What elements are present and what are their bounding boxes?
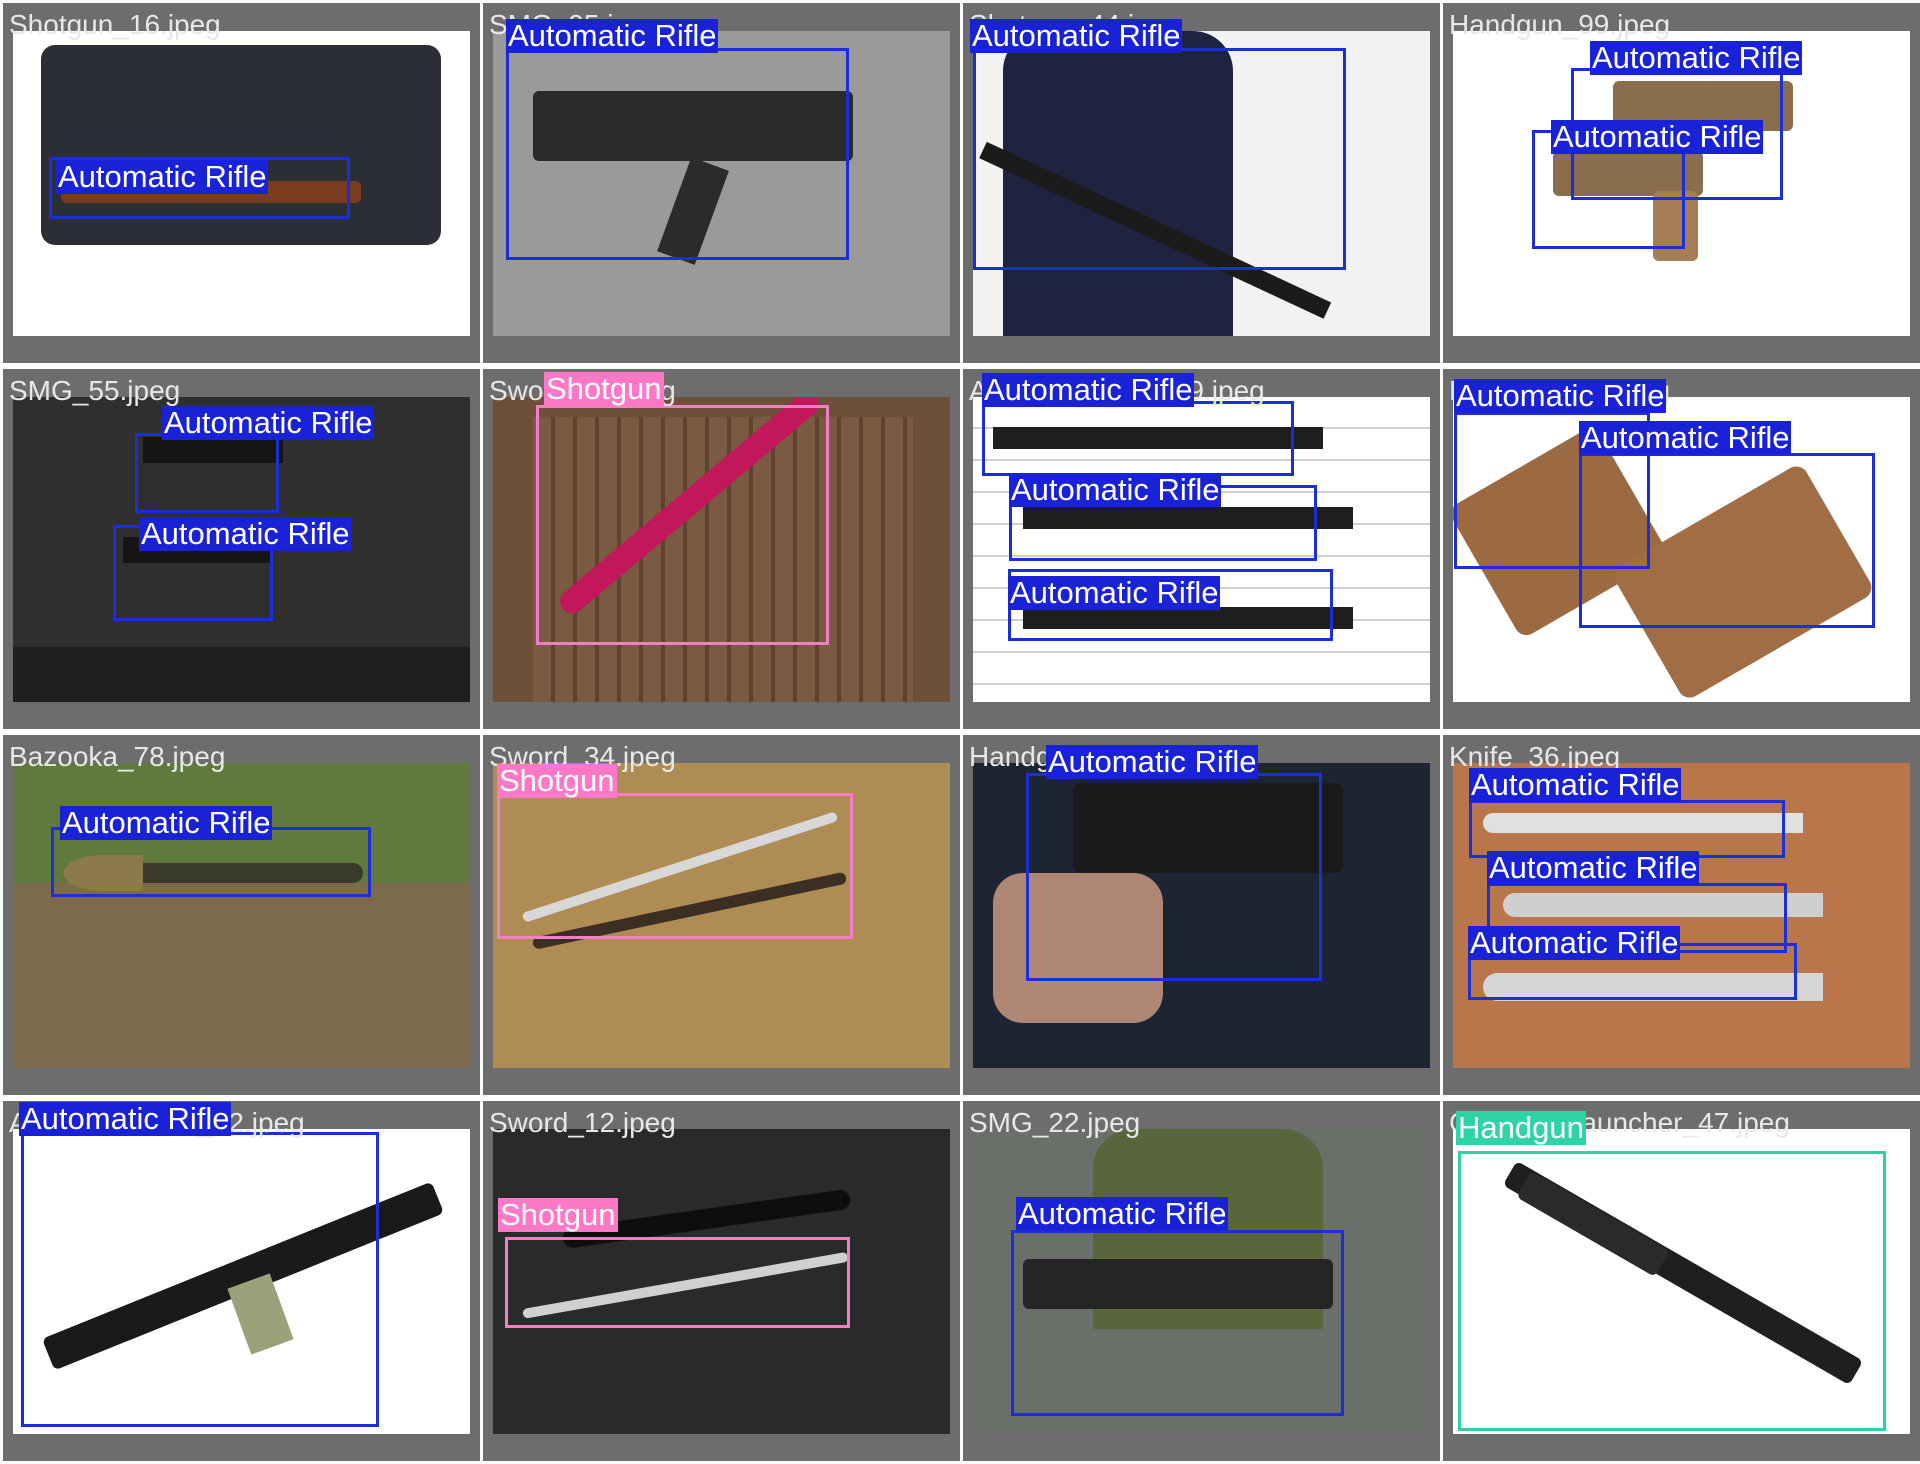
tile-automatic-rifle-42[interactable]: Automatic Rifle_42.jpeg Automatic Rifle xyxy=(3,1101,480,1461)
tile-image xyxy=(13,31,470,336)
bbox-shotgun xyxy=(497,793,853,939)
tile-smg-55[interactable]: SMG_55.jpeg Automatic Rifle Automatic Ri… xyxy=(3,369,480,729)
file-name: SMG_22.jpeg xyxy=(969,1107,1141,1138)
tile-bazooka-78[interactable]: Bazooka_78.jpeg Automatic Rifle xyxy=(3,735,480,1095)
tile-handgun-81[interactable]: Handgun_81.jpeg Automatic Rifle Automati… xyxy=(1443,369,1920,729)
class-label: Automatic Rifle xyxy=(56,159,269,194)
pistol-slide-shape xyxy=(1553,151,1703,196)
tile-automatic-rifle-39[interactable]: Automatic Rifle_39.jpeg Automatic Rifle … xyxy=(963,369,1440,729)
bbox-automatic-rifle xyxy=(973,48,1346,270)
tile-sword-34[interactable]: Sword_34.jpeg Shotgun xyxy=(483,735,960,1095)
tile-image xyxy=(493,1129,950,1434)
knife-shape xyxy=(1483,973,1823,1001)
tile-image xyxy=(973,397,1430,702)
tile-image xyxy=(13,397,470,702)
class-label: Automatic Rifle xyxy=(139,516,352,551)
class-label: Automatic Rifle xyxy=(506,18,719,53)
shelf-shape xyxy=(13,647,470,702)
smg-shape xyxy=(1023,1259,1333,1309)
rifle-shape xyxy=(1023,507,1353,529)
gun-case-shape xyxy=(41,45,441,245)
tile-image xyxy=(1453,31,1910,336)
tile-image xyxy=(973,31,1430,336)
class-label: Automatic Rifle xyxy=(1046,744,1259,779)
tile-handgun-99[interactable]: Handgun_99.jpeg Automatic Rifle Automati… xyxy=(1443,3,1920,363)
class-label: Automatic Rifle xyxy=(162,405,375,440)
class-label: Automatic Rifle xyxy=(970,18,1183,53)
file-name: Handgun_99.jpeg xyxy=(1449,9,1671,40)
file-name: Sword_12.jpeg xyxy=(489,1107,676,1138)
class-label: Automatic Rifle xyxy=(982,372,1195,407)
tile-image xyxy=(973,763,1430,1068)
tile-image xyxy=(493,763,950,1068)
class-label: Automatic Rifle xyxy=(1008,575,1221,610)
class-label: Automatic Rifle xyxy=(1454,378,1667,413)
tile-image xyxy=(1453,763,1910,1068)
pistol-slide-shape xyxy=(1073,783,1343,873)
tile-shotgun-44[interactable]: Shotgun_44.jpeg Automatic Rifle xyxy=(963,3,1440,363)
bbox-automatic-rifle xyxy=(1579,453,1875,628)
class-label: Automatic Rifle xyxy=(1551,119,1764,154)
smg-body-shape xyxy=(533,91,853,161)
tile-smg-95[interactable]: SMG_95.jpeg Automatic Rifle xyxy=(483,3,960,363)
class-label: Automatic Rifle xyxy=(1487,850,1700,885)
rifle-shape xyxy=(1023,607,1353,629)
tile-image xyxy=(1453,1129,1910,1434)
knife-shape xyxy=(1483,813,1803,833)
tile-image xyxy=(973,1129,1430,1434)
class-label: Automatic Rifle xyxy=(1468,925,1681,960)
class-label: Automatic Rifle xyxy=(60,805,273,840)
class-label: Automatic Rifle xyxy=(1590,40,1803,75)
bbox-automatic-rifle xyxy=(1011,1230,1344,1416)
tile-image xyxy=(493,31,950,336)
class-label: Shotgun xyxy=(497,763,617,798)
bbox-automatic-rifle xyxy=(21,1132,379,1427)
bbox-automatic-rifle xyxy=(982,401,1294,476)
rocket-shape xyxy=(63,855,143,891)
bbox-automatic-rifle xyxy=(506,48,849,260)
file-name: Shotgun_16.jpeg xyxy=(9,9,221,40)
class-label: Automatic Rifle xyxy=(1009,472,1222,507)
class-label: Automatic Rifle xyxy=(19,1101,232,1136)
file-name: Knife_36.jpeg xyxy=(1449,741,1621,772)
tile-grenade-launcher-47[interactable]: Grenade Launcher_47.jpeg Handgun xyxy=(1443,1101,1920,1461)
class-label: Handgun xyxy=(1456,1110,1586,1145)
ground-cloth-shape xyxy=(13,883,470,1068)
tile-handgun-38[interactable]: Handgun_38.jpeg Automatic Rifle xyxy=(963,735,1440,1095)
bbox-shotgun xyxy=(505,1237,850,1328)
bbox-handgun xyxy=(1458,1151,1886,1431)
pistol-grip-shape xyxy=(1653,191,1698,261)
class-label: Shotgun xyxy=(498,1197,618,1232)
tile-image xyxy=(493,397,950,702)
tile-smg-22[interactable]: SMG_22.jpeg Automatic Rifle xyxy=(963,1101,1440,1461)
file-name: Bazooka_78.jpeg xyxy=(9,741,226,772)
class-label: Automatic Rifle xyxy=(1579,420,1792,455)
class-label: Shotgun xyxy=(544,371,664,406)
bbox-shotgun xyxy=(536,405,829,645)
bbox-automatic-rifle xyxy=(135,433,279,513)
class-label: Automatic Rifle xyxy=(1469,767,1682,802)
tile-image xyxy=(13,1129,470,1434)
hand-shape xyxy=(993,873,1163,1023)
tile-shotgun-16[interactable]: Shotgun_16.jpeg Automatic Rifle xyxy=(3,3,480,363)
bbox-automatic-rifle xyxy=(1454,412,1650,569)
tile-knife-36[interactable]: Knife_36.jpeg Automatic Rifle Automatic … xyxy=(1443,735,1920,1095)
knife-shape xyxy=(1503,893,1823,917)
tile-sword-12[interactable]: Sword_12.jpeg Shotgun xyxy=(483,1101,960,1461)
smg-shape xyxy=(143,437,283,463)
file-name: SMG_55.jpeg xyxy=(9,375,181,406)
bbox-automatic-rifle xyxy=(1026,773,1322,981)
bbox-automatic-rifle xyxy=(49,157,350,219)
class-label: Automatic Rifle xyxy=(1016,1196,1229,1231)
rifle-shape xyxy=(993,427,1323,449)
tile-sword-39[interactable]: Sword_39.jpeg Shotgun xyxy=(483,369,960,729)
